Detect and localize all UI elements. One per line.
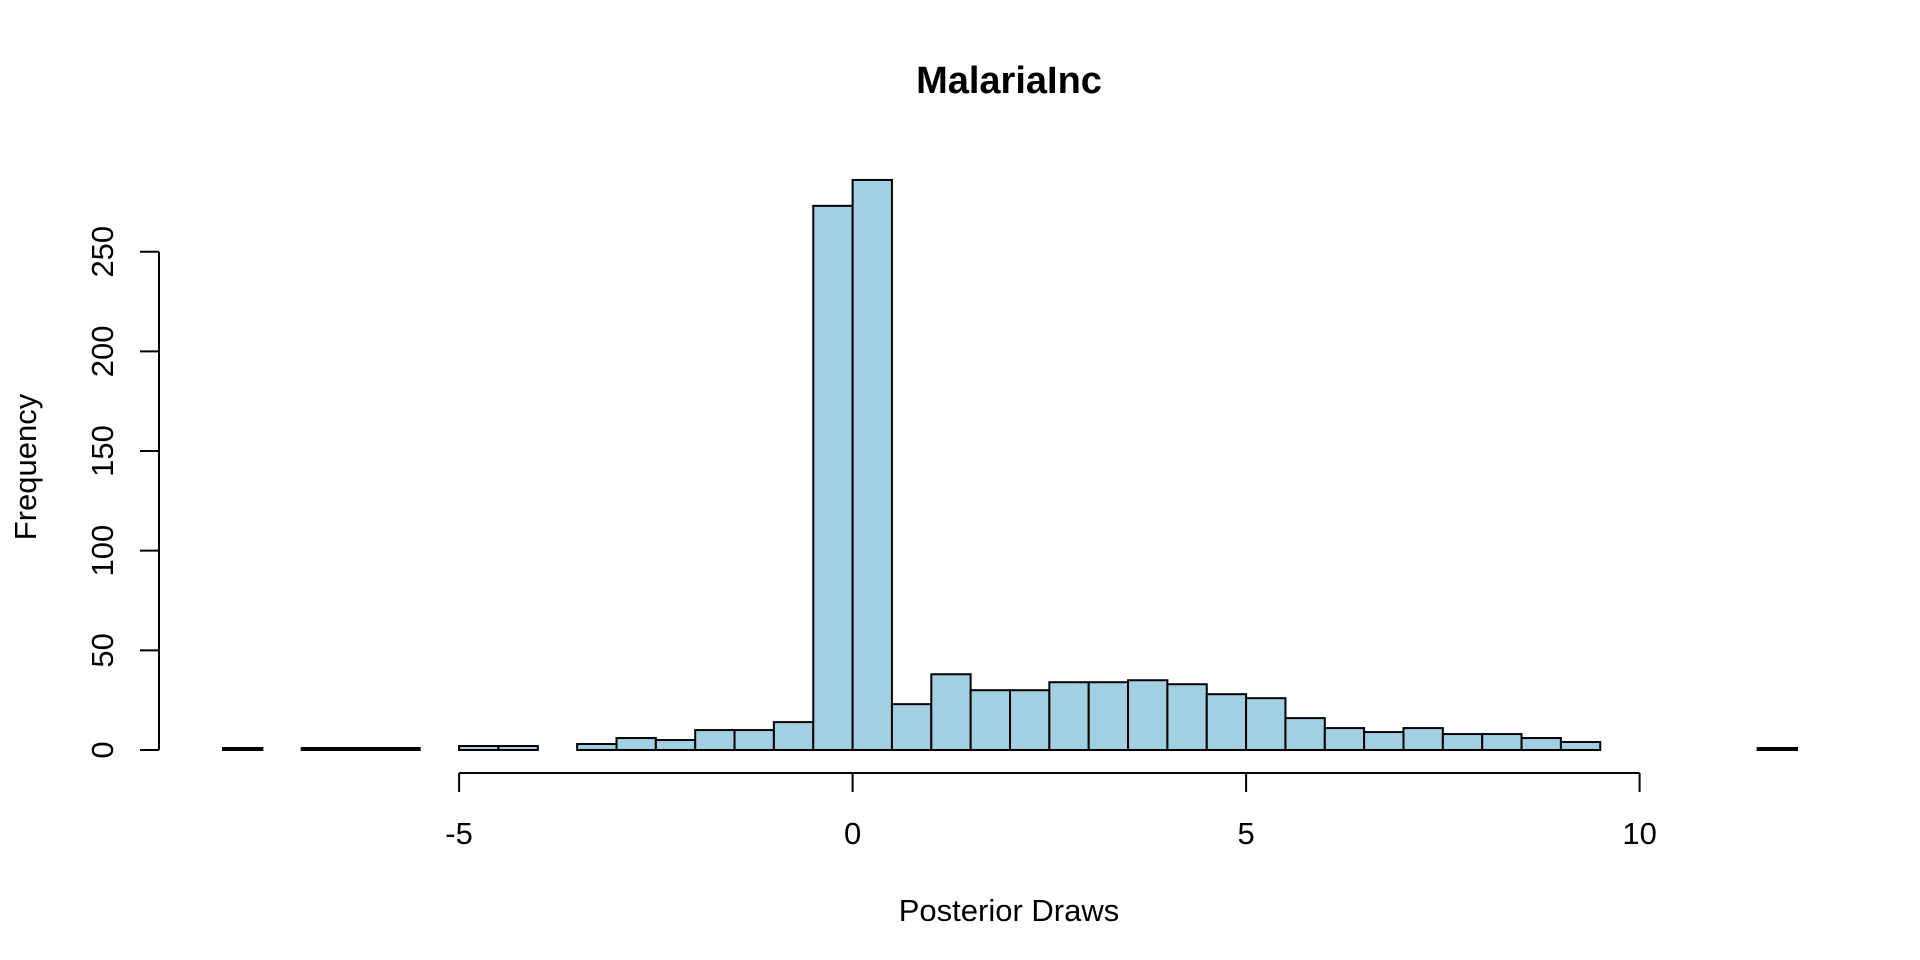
y-tick-label: 200 <box>85 325 120 377</box>
histogram-bar <box>654 739 697 751</box>
histogram-bar <box>890 703 933 751</box>
x-tick-label: 5 <box>1237 816 1254 851</box>
histogram-bar <box>1323 727 1366 752</box>
histogram-bar <box>458 745 500 752</box>
chart-title: MalariaInc <box>916 60 1102 102</box>
histogram-bar <box>1756 747 1799 751</box>
histogram-bar <box>733 729 775 751</box>
y-tick-label: 150 <box>85 425 120 477</box>
y-tick-label: 250 <box>85 226 120 278</box>
y-axis-label: Frequency <box>8 393 43 540</box>
x-tick-label: 0 <box>844 816 861 851</box>
histogram-bar <box>1363 731 1405 752</box>
y-axis: 0 50 100 150 200 250 <box>85 226 160 759</box>
x-axis-label: Posterior Draws <box>899 893 1120 928</box>
histogram-bar <box>1166 683 1208 752</box>
histogram-bar <box>930 673 972 752</box>
histogram-bar <box>222 747 264 751</box>
histogram-bar <box>1520 737 1562 751</box>
histogram-bar <box>576 743 618 751</box>
histogram-bar <box>300 747 343 751</box>
histogram-bar <box>1402 727 1444 752</box>
histogram-bar <box>615 737 657 751</box>
histogram-bar <box>497 745 539 752</box>
histogram-bar <box>772 721 815 752</box>
histogram-bar <box>1284 717 1326 752</box>
histogram-bar <box>1245 697 1287 752</box>
histogram-bar <box>1087 681 1130 751</box>
histogram-bars <box>222 178 1799 752</box>
histogram-bar <box>851 178 893 751</box>
y-tick-label: 0 <box>85 741 120 758</box>
histogram-bar <box>1009 689 1051 751</box>
x-tick-label: 10 <box>1622 816 1656 851</box>
histogram-bar <box>1559 741 1602 752</box>
histogram-bar <box>694 729 736 751</box>
histogram-bar <box>1048 681 1090 751</box>
y-tick-label: 100 <box>85 525 120 577</box>
y-tick-label: 50 <box>85 633 120 667</box>
x-tick-label: -5 <box>445 816 473 851</box>
histogram-bar <box>1441 733 1484 751</box>
x-axis: -5 0 5 10 <box>445 772 1657 851</box>
histogram-bar <box>1127 679 1169 751</box>
histogram-bar <box>379 747 421 751</box>
histogram-bar <box>340 747 382 751</box>
histogram-bar <box>1481 733 1523 751</box>
histogram-bar <box>969 689 1012 751</box>
histogram-bar <box>1205 693 1248 752</box>
histogram-bar <box>812 204 854 752</box>
